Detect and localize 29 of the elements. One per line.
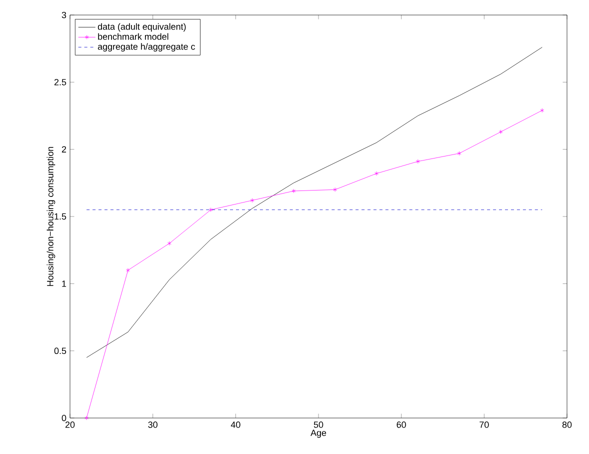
y-tick-label: 2: [62, 146, 66, 152]
x-tick-label: 80: [562, 422, 572, 428]
y-tick-label: 3: [62, 12, 66, 18]
y-tick-label: 1.5: [54, 213, 66, 220]
y-tick-label: 0.5: [54, 348, 66, 354]
x-tick-label: 50: [314, 422, 324, 428]
point: [374, 171, 378, 176]
point: [333, 187, 337, 192]
point: [416, 159, 420, 164]
x-tick-label: 20: [65, 422, 75, 428]
y-tick-label: 2.5: [54, 78, 66, 86]
point: [167, 241, 172, 246]
point: [292, 188, 296, 194]
y-axis-title: Housing/non−housing consumption: [46, 146, 56, 286]
x-tick-label: 30: [148, 422, 158, 428]
y-tick-label: 0: [62, 414, 66, 422]
point: [250, 198, 254, 203]
legend-label: benchmark model: [98, 33, 168, 40]
x-tick-label: 40: [230, 422, 240, 428]
x-tick-label: 70: [480, 422, 489, 428]
point: [457, 151, 462, 156]
x-tick-label: 60: [396, 422, 406, 428]
legend-label: data (adult equivalent): [98, 23, 186, 32]
x-axis-title: Age: [310, 430, 326, 438]
point: [126, 268, 130, 272]
point: [498, 130, 503, 134]
legend-label: aggregate h/aggregate c: [98, 43, 196, 52]
y-tick-label: 1: [62, 280, 66, 287]
point: [208, 208, 213, 212]
